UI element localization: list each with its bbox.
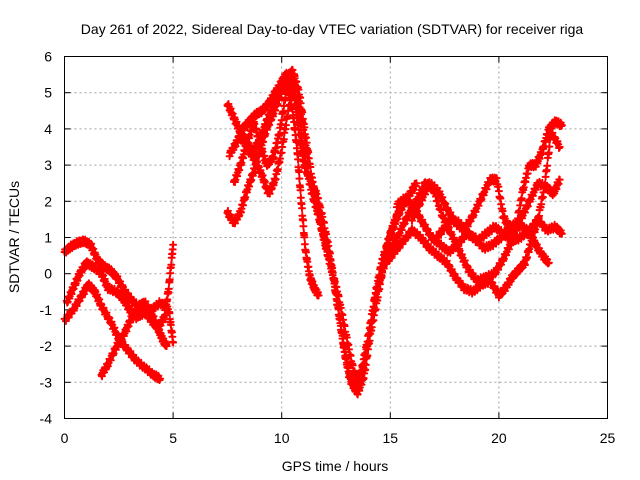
x-tick-label: 5	[169, 430, 177, 446]
x-tick-label: 0	[61, 430, 69, 446]
x-axis-label: GPS time / hours	[282, 458, 389, 474]
y-tick-label: 3	[44, 157, 52, 173]
y-tick-label: 6	[44, 49, 52, 65]
y-tick-label: 2	[44, 193, 52, 209]
y-tick-label: 5	[44, 85, 52, 101]
y-tick-label: 4	[44, 121, 52, 137]
y-tick-label: -2	[40, 338, 53, 354]
data-series-trace-8	[229, 76, 401, 392]
data-series-trace-9	[238, 72, 312, 198]
ticks-layer: 0 5 10 15 20 25 -4 -3 -2 -1 0 1 2 3 4 5 6	[40, 49, 616, 447]
y-tick-label: 1	[44, 230, 52, 246]
x-tick-label: 25	[600, 430, 616, 446]
y-tick-label: -3	[40, 374, 53, 390]
x-tick-label: 20	[491, 430, 507, 446]
y-tick-label: -1	[40, 302, 53, 318]
series-layer	[60, 65, 566, 399]
x-tick-label: 10	[274, 430, 290, 446]
data-series-trace-4	[97, 240, 178, 381]
y-tick-label: -4	[40, 411, 53, 427]
data-series-trace-13	[408, 116, 566, 236]
chart-title: Day 261 of 2022, Sidereal Day-to-day VTE…	[81, 21, 584, 37]
x-tick-label: 15	[383, 430, 399, 446]
data-series-trace-14	[429, 214, 566, 247]
data-series-trace-11	[382, 128, 564, 302]
y-axis-label: SDTVAR / TECUs	[6, 181, 22, 293]
plot-frame	[64, 56, 608, 419]
y-tick-label: 0	[44, 266, 52, 282]
